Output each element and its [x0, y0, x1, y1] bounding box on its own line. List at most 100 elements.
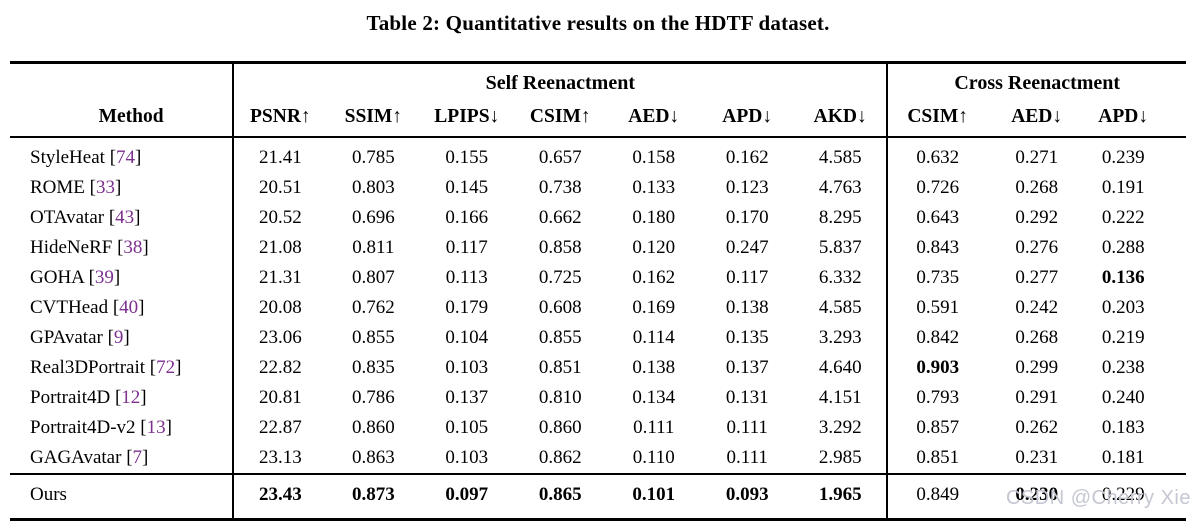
- metric-value: 0.104: [445, 327, 489, 348]
- metric-value: 0.762: [351, 297, 395, 318]
- table-row-hidenerf: HideNeRF [38] 21.08 0.811 0.117 0.858 0.120 0.…: [10, 233, 1186, 263]
- method-cell: ROME [33]: [30, 177, 122, 198]
- table-caption: Table 2: Quantitative results on the HDT…: [366, 11, 830, 35]
- metric-value: 0.134: [632, 387, 676, 408]
- metric-value: 22.82: [232, 353, 327, 383]
- metric-value: 0.643: [886, 203, 987, 233]
- metric-value: 0.120: [632, 237, 676, 258]
- metric-value: 21.41: [232, 137, 327, 173]
- table-row-cvthead: CVTHead [40] 20.08 0.762 0.179 0.608 0.169 0.1…: [10, 293, 1186, 323]
- metric-value: 0.843: [886, 233, 987, 263]
- column-header-csim-cross: CSIM↑: [886, 100, 987, 138]
- metric-value: 0.133: [632, 177, 676, 198]
- column-header-lpips: LPIPS↓: [420, 100, 514, 138]
- method-name: GOHA: [30, 267, 84, 288]
- metric-value: 8.295: [818, 207, 862, 228]
- metric-value: 1.965: [793, 473, 888, 520]
- citation-link[interactable]: 40: [119, 297, 139, 318]
- metric-value: 0.138: [632, 357, 676, 378]
- method-name: GAGAvatar: [30, 447, 122, 468]
- metric-value: 4.585: [818, 147, 862, 168]
- citation-link[interactable]: 9: [113, 327, 124, 348]
- metric-value: 4.151: [818, 387, 862, 408]
- metric-value: 0.903: [886, 353, 987, 383]
- metric-value: 0.162: [632, 267, 676, 288]
- metric-value: 0.135: [725, 327, 769, 348]
- metric-value: 23.13: [232, 443, 327, 474]
- metric-value: 20.52: [232, 203, 327, 233]
- column-header-aed-cross: AED↓: [986, 100, 1087, 138]
- method-name: HideNeRF: [30, 237, 113, 258]
- column-header-ssim: SSIM↑: [326, 100, 421, 138]
- metric-value: 0.110: [632, 447, 675, 468]
- column-header-apd-cross: APD↓: [1086, 100, 1186, 138]
- metric-value: 0.807: [351, 267, 395, 288]
- metric-value: 0.865: [513, 473, 607, 520]
- metric-value: 0.851: [538, 357, 582, 378]
- metric-value: 0.857: [886, 413, 987, 443]
- metric-value: 0.093: [700, 473, 794, 520]
- method-cell: Real3DPortrait [72]: [30, 357, 182, 378]
- metric-value: 0.786: [351, 387, 395, 408]
- metric-value: 20.51: [232, 173, 327, 203]
- metric-value: 21.08: [232, 233, 327, 263]
- column-header-psnr: PSNR↑: [232, 100, 327, 138]
- metric-value: 0.591: [886, 293, 987, 323]
- metric-value: 0.131: [725, 387, 769, 408]
- metric-value: 0.111: [726, 447, 768, 468]
- metric-value: 0.123: [725, 177, 769, 198]
- citation-link[interactable]: 13: [146, 417, 166, 438]
- metric-value: 0.103: [445, 357, 489, 378]
- metric-value: 0.849: [886, 473, 987, 520]
- column-header-method: Method: [10, 100, 234, 138]
- metric-value: 4.763: [818, 177, 862, 198]
- citation-link[interactable]: 7: [132, 447, 143, 468]
- table-row-gagavatar: GAGAvatar [7] 23.13 0.863 0.103 0.862 0.110 0.…: [10, 443, 1186, 474]
- metric-value: 0.113: [445, 267, 488, 288]
- citation-link[interactable]: 12: [121, 387, 141, 408]
- citation-link[interactable]: 72: [156, 357, 176, 378]
- metric-value: 0.811: [352, 237, 395, 258]
- citation-link[interactable]: 33: [95, 177, 115, 198]
- column-header-csim: CSIM↑: [513, 100, 607, 138]
- metric-value: 21.31: [232, 263, 327, 293]
- table-row-gpavatar: GPAvatar [9] 23.06 0.855 0.104 0.855 0.114 0.1…: [10, 323, 1186, 353]
- metric-value: 0.291: [1015, 387, 1059, 408]
- metric-value: 0.247: [725, 237, 769, 258]
- method-cell: GAGAvatar [7]: [30, 447, 149, 468]
- metric-value: 0.097: [420, 473, 514, 520]
- metric-value: 0.170: [725, 207, 769, 228]
- method-cell: GOHA [39]: [30, 267, 121, 288]
- metric-value: 0.155: [445, 147, 489, 168]
- citation-link[interactable]: 74: [116, 147, 136, 168]
- group-header-row: Self Reenactment Cross Reenactment: [10, 62, 1186, 100]
- metric-value: 0.181: [1101, 447, 1145, 468]
- table-row-goha: GOHA [39] 21.31 0.807 0.113 0.725 0.162 0.117 6…: [10, 263, 1186, 293]
- metric-value: 0.288: [1101, 237, 1145, 258]
- method-cell: GPAvatar [9]: [30, 327, 130, 348]
- metric-value: 0.103: [445, 447, 489, 468]
- metric-value: 0.735: [886, 263, 987, 293]
- metric-value: 0.145: [445, 177, 489, 198]
- citation-link[interactable]: 38: [123, 237, 143, 258]
- metric-value: 6.332: [818, 267, 862, 288]
- metric-value: 0.114: [632, 327, 675, 348]
- metric-value: 5.837: [818, 237, 862, 258]
- metric-value: 0.835: [351, 357, 395, 378]
- metric-value: 0.277: [1015, 267, 1059, 288]
- citation-link[interactable]: 43: [115, 207, 135, 228]
- metric-value: 0.105: [445, 417, 489, 438]
- metric-value: 0.231: [1015, 447, 1059, 468]
- citation-link[interactable]: 39: [94, 267, 114, 288]
- metric-value: 0.137: [445, 387, 489, 408]
- metric-value: 0.203: [1101, 297, 1145, 318]
- group-header-cross-reenactment: Cross Reenactment: [886, 62, 1186, 100]
- metric-value: 0.657: [538, 147, 582, 168]
- method-name: Portrait4D-v2: [30, 417, 136, 438]
- metric-value: 0.863: [351, 447, 395, 468]
- metric-value: 0.117: [445, 237, 488, 258]
- metric-value: 0.219: [1101, 327, 1145, 348]
- metric-value: 0.725: [538, 267, 582, 288]
- method-cell: StyleHeat [74]: [30, 147, 142, 168]
- metric-value: 0.793: [886, 383, 987, 413]
